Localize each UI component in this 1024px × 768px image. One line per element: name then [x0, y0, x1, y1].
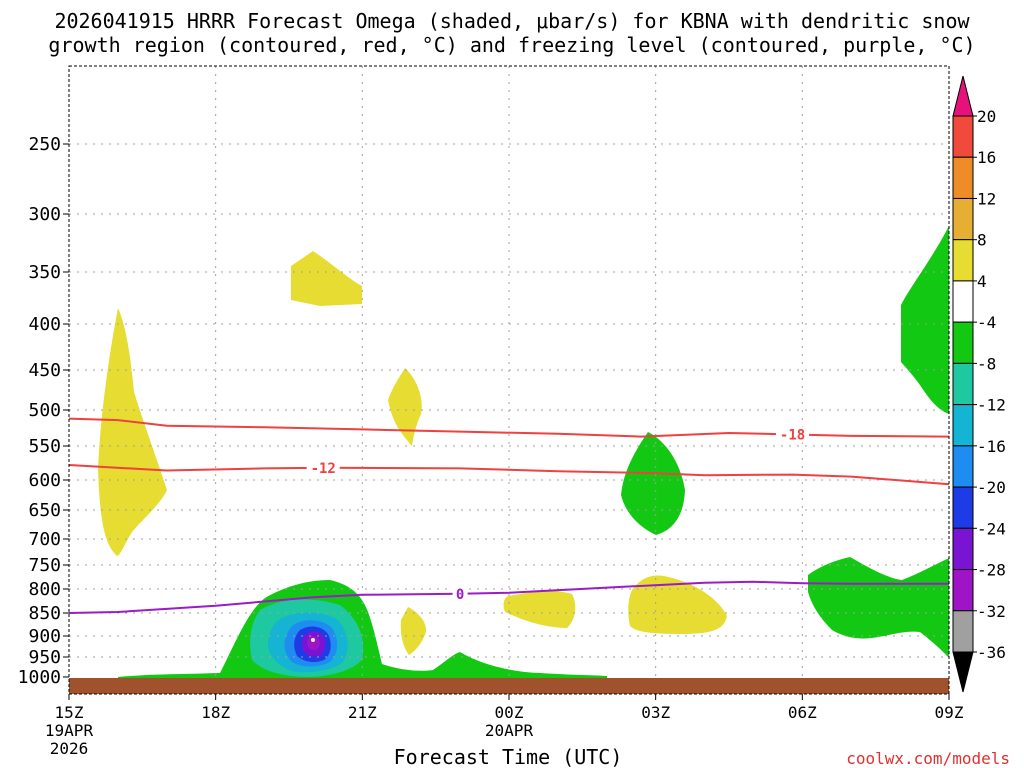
- contour-label-bg: [452, 585, 468, 602]
- y-tick-label: 300: [28, 204, 61, 225]
- y-tick-label: 400: [28, 314, 61, 335]
- colorbar-label: -36: [977, 643, 1006, 662]
- omega-region-positive: [388, 368, 422, 446]
- colorbar-label: 8: [977, 231, 987, 250]
- x-tick-label: 03Z: [641, 703, 670, 722]
- omega-minimum-center: [311, 638, 315, 642]
- colorbar-label: -28: [977, 561, 1006, 580]
- chart-title-line-1: 2026041915 HRRR Forecast Omega (shaded, …: [54, 9, 970, 33]
- omega-region-negative: [118, 580, 607, 678]
- omega-region-negative: [901, 226, 949, 414]
- y-tick-label: 500: [28, 400, 61, 421]
- colorbar-label: -24: [977, 519, 1006, 538]
- colorbar-label: -20: [977, 478, 1006, 497]
- contour-line-dgz-minus18: [68, 417, 950, 438]
- y-tick-label: 850: [28, 603, 61, 624]
- colorbar: 20 16 12 8 4 -4 -8 -12 -16 -20 -24 -28 -32 -36: [952, 75, 1006, 693]
- colorbar-swatch: [952, 321, 974, 364]
- colorbar-label: 16: [977, 148, 996, 167]
- y-tick-label: 1000: [18, 667, 61, 688]
- contour-label-bg: [306, 459, 340, 476]
- x-tick-label: 00Z: [495, 703, 524, 722]
- x-tick-date: 20APR: [485, 721, 534, 740]
- omega-region-positive: [503, 590, 576, 628]
- colorbar-label: 4: [977, 272, 987, 291]
- colorbar-label: 12: [977, 189, 996, 208]
- colorbar-swatch: [952, 569, 974, 612]
- y-tick-label: 550: [28, 436, 61, 457]
- colorbar-swatch: [952, 610, 974, 653]
- x-tick-date: 19APR: [45, 721, 94, 740]
- grid: [69, 66, 949, 694]
- y-tick-label: 750: [28, 555, 61, 576]
- omega-region-positive: [291, 251, 362, 306]
- y-axis: 2503003504004505005506006507007508008509…: [18, 134, 69, 688]
- omega-region-positive: [628, 575, 727, 634]
- colorbar-swatch: [952, 239, 974, 282]
- contour-label-dgz-minus12: -12: [311, 461, 336, 477]
- contour-label-freezing-level: 0: [456, 587, 464, 603]
- colorbar-swatch: [952, 280, 974, 323]
- colorbar-swatch: [952, 527, 974, 571]
- omega-region-positive: [400, 607, 427, 655]
- omega-region-negative: [621, 432, 685, 535]
- colorbar-swatch: [952, 115, 974, 158]
- y-tick-label: 700: [28, 529, 61, 550]
- contour-label-bg: [776, 426, 810, 443]
- ground-surface: [69, 678, 949, 694]
- colorbar-swatch: [952, 486, 974, 529]
- x-tick-label: 09Z: [935, 703, 964, 722]
- x-tick-label: 15Z: [55, 703, 84, 722]
- omega-region-negative: [307, 636, 320, 650]
- temperature-contours: -18 -12 0: [68, 417, 950, 614]
- colorbar-top-arrow: [952, 75, 974, 117]
- y-tick-label: 450: [28, 360, 61, 381]
- y-tick-label: 350: [28, 262, 61, 283]
- omega-region-positive: [98, 308, 167, 556]
- y-tick-label: 800: [28, 579, 61, 600]
- x-axis-title: Forecast Time (UTC): [394, 745, 623, 768]
- colorbar-label: -32: [977, 602, 1006, 621]
- x-tick-label: 21Z: [348, 703, 377, 722]
- x-tick-label: 18Z: [201, 703, 230, 722]
- chart-title-line-2: growth region (contoured, red, °C) and f…: [48, 33, 975, 57]
- y-tick-label: 950: [28, 647, 61, 668]
- colorbar-label: -16: [977, 437, 1006, 456]
- x-tick-label: 06Z: [788, 703, 817, 722]
- y-tick-label: 900: [28, 626, 61, 647]
- contour-label-dgz-minus18: -18: [780, 428, 805, 444]
- omega-shading: [98, 226, 949, 678]
- colorbar-label: -4: [977, 313, 996, 332]
- colorbar-swatch: [952, 197, 974, 241]
- colorbar-label: -8: [977, 354, 996, 373]
- colorbar-label: 20: [977, 107, 996, 126]
- colorbar-swatch: [952, 156, 974, 199]
- colorbar-swatch: [952, 445, 974, 488]
- colorbar-label: -12: [977, 396, 1006, 415]
- y-tick-label: 600: [28, 470, 61, 491]
- x-tick-year: 2026: [50, 739, 89, 758]
- colorbar-swatch: [952, 404, 974, 447]
- y-tick-label: 250: [28, 134, 61, 155]
- colorbar-bottom-arrow: [952, 651, 974, 693]
- contour-line-dgz-minus12: [68, 464, 950, 486]
- credit-text: coolwx.com/models: [846, 749, 1010, 768]
- colorbar-swatch: [952, 362, 974, 406]
- y-tick-label: 650: [28, 500, 61, 521]
- contour-line-freezing-level: [68, 580, 949, 614]
- omega-region-negative: [808, 557, 949, 658]
